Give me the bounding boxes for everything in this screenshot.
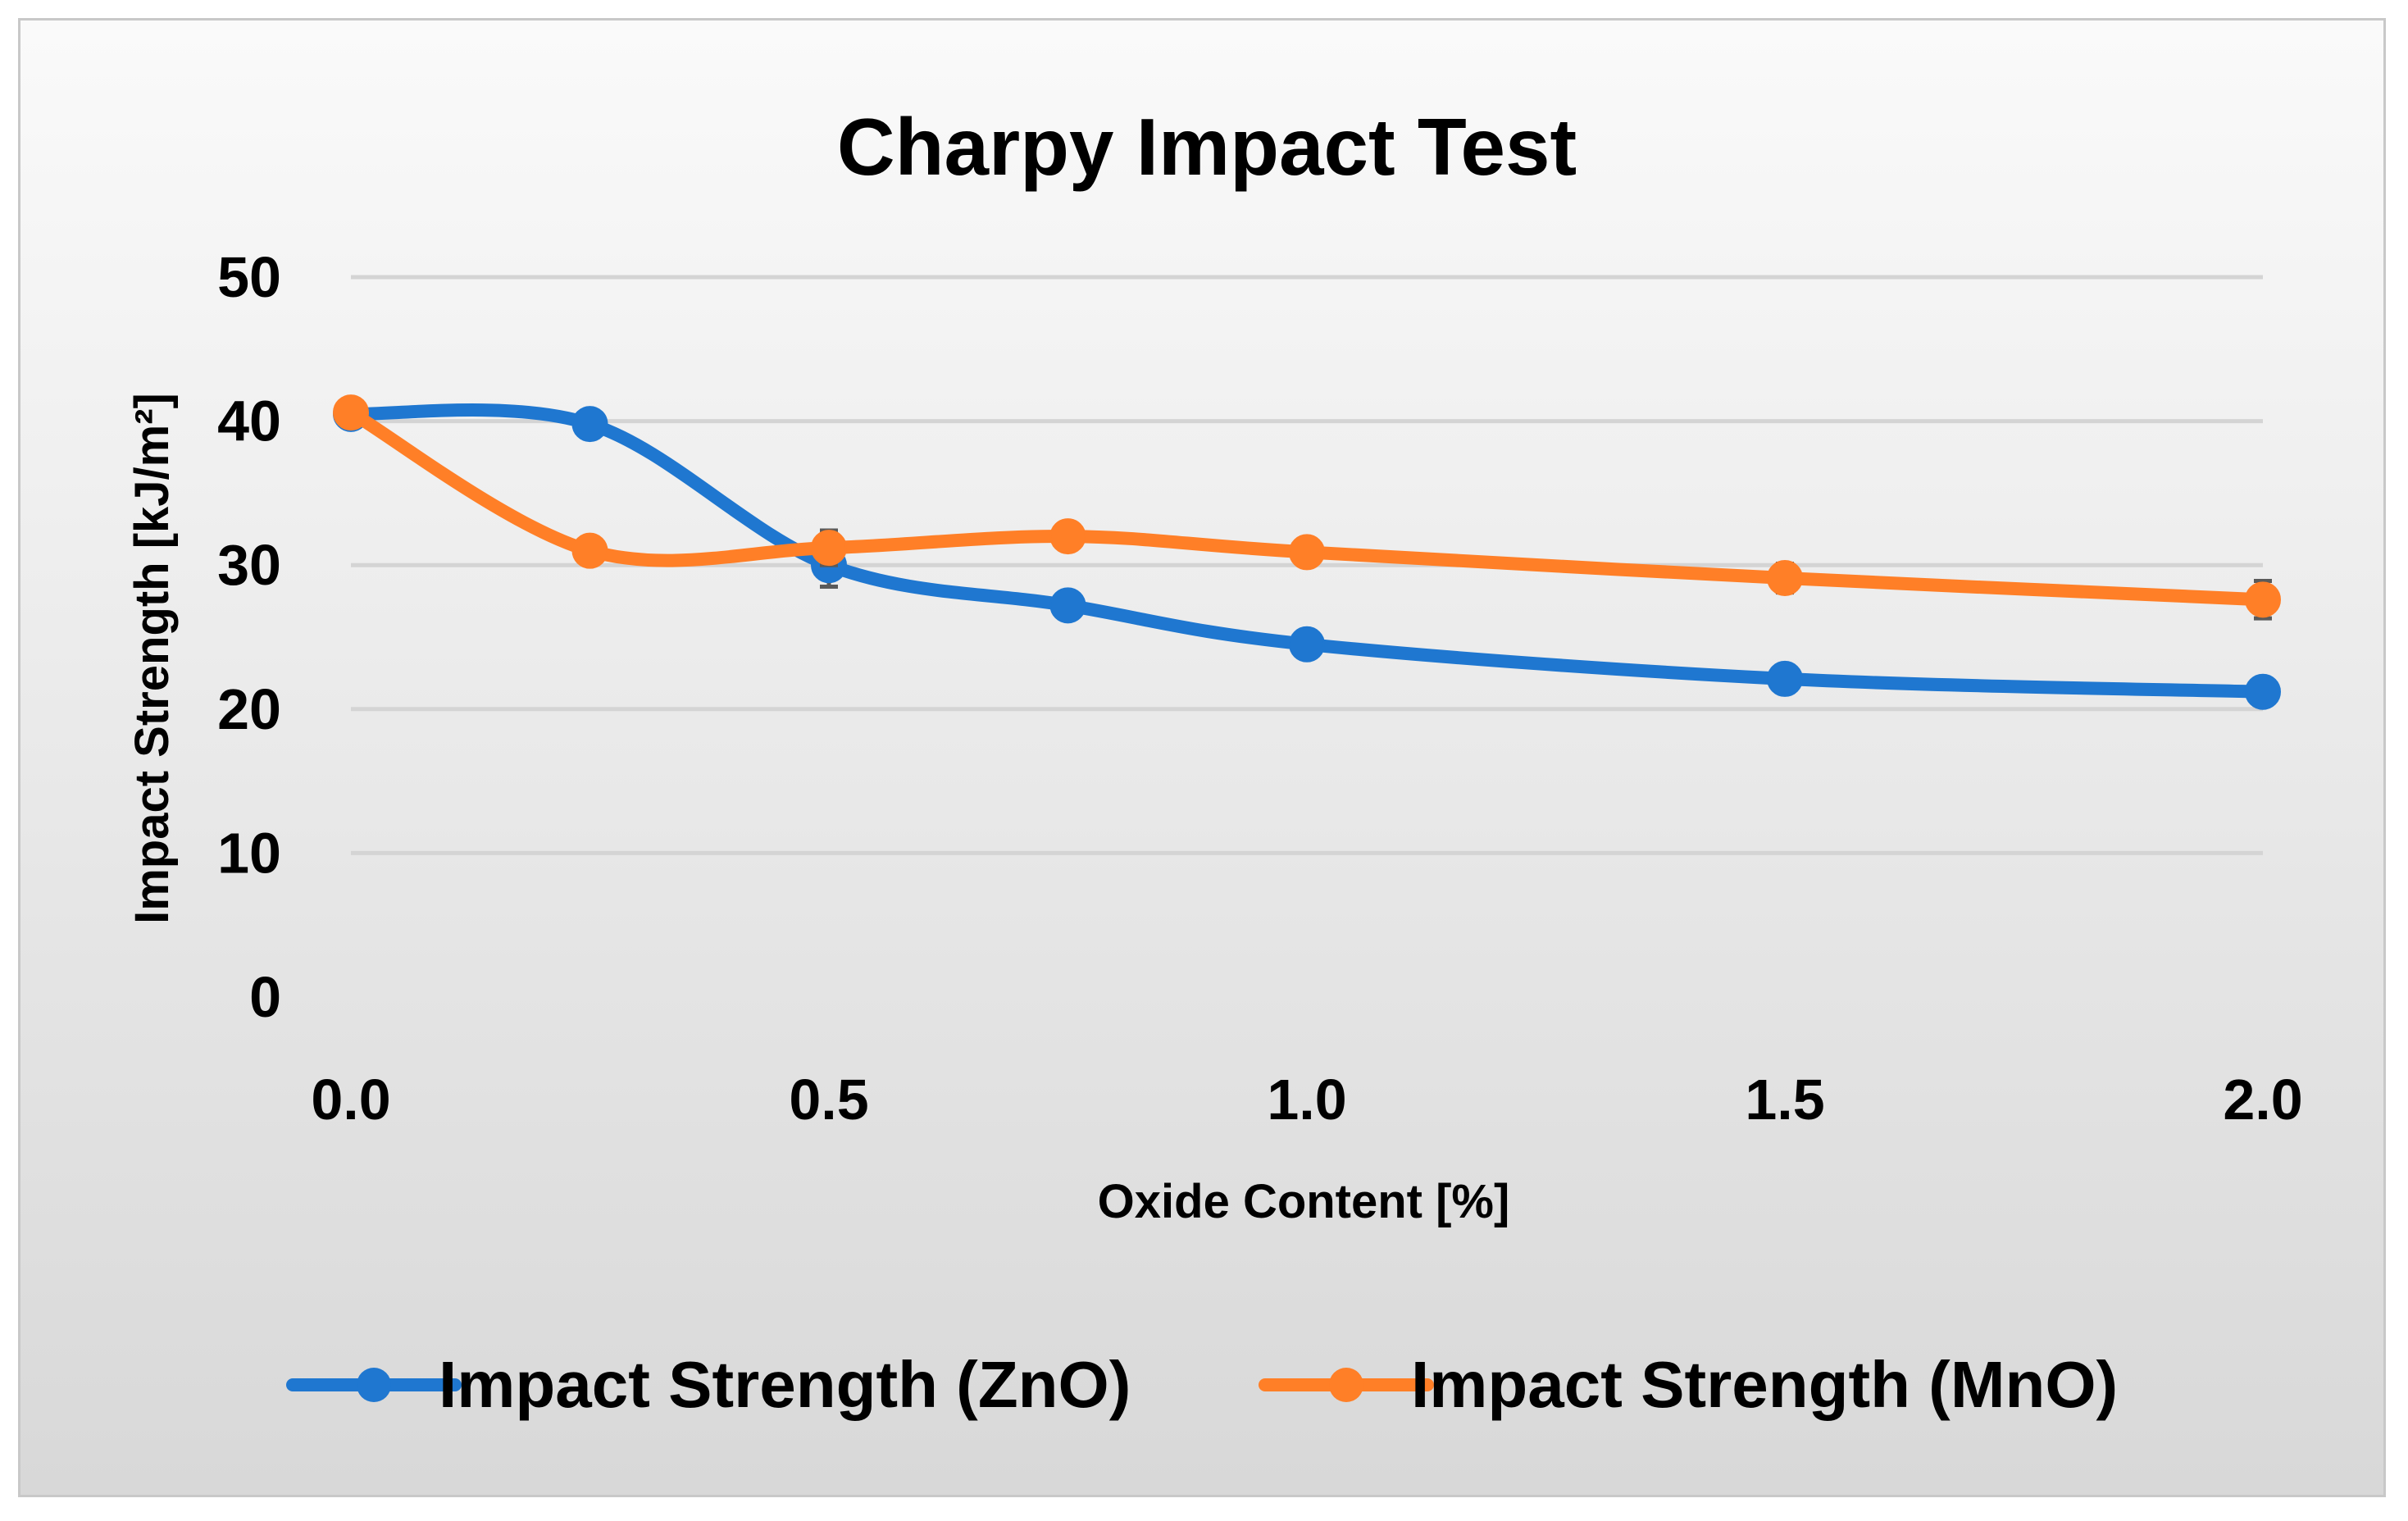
data-point (2245, 581, 2281, 618)
x-axis-label: Oxide Content [%] (1098, 1175, 1510, 1228)
legend-marker (1329, 1368, 1363, 1402)
series-line (344, 403, 2269, 699)
legend-item-mno: Impact Strength (MnO) (1259, 1348, 2118, 1421)
data-point (1767, 560, 1803, 597)
y-axis-label: Impact Strength [kJ/m²] (125, 393, 179, 924)
chart-frame: Charpy Impact Test 0 10 20 30 40 50 0.0 0.5 1.0… (18, 18, 2386, 1497)
x-tick-label: 1.0 (1267, 1068, 1346, 1132)
data-point (1049, 587, 1086, 624)
x-tick-label: 2.0 (2223, 1068, 2302, 1132)
data-point (571, 406, 608, 443)
y-tick-label: 20 (217, 677, 281, 741)
legend-marker (357, 1368, 391, 1402)
data-point (1049, 518, 1086, 555)
data-point (1767, 660, 1803, 697)
y-tick-label: 50 (217, 245, 281, 309)
data-point (1289, 626, 1325, 663)
y-tick-label: 0 (249, 965, 281, 1029)
legend-label: Impact Strength (ZnO) (439, 1348, 1131, 1421)
chart-title: Charpy Impact Test (837, 102, 1577, 192)
x-tick-label: 1.5 (1745, 1068, 1824, 1132)
data-point (1289, 534, 1325, 571)
legend-label: Impact Strength (MnO) (1411, 1348, 2118, 1421)
x-tick-label: 0.5 (789, 1068, 868, 1132)
series-mno (333, 394, 2281, 621)
legend: Impact Strength (ZnO) Impact Strength (Mn… (286, 1348, 2118, 1421)
y-tick-label: 40 (217, 389, 281, 453)
data-point (811, 530, 847, 567)
plot-area (333, 394, 2281, 710)
data-point (333, 394, 369, 431)
y-axis-ticks: 0 10 20 30 40 50 (217, 245, 281, 1029)
x-axis-ticks: 0.0 0.5 1.0 1.5 2.0 (311, 1068, 2302, 1132)
y-tick-label: 30 (217, 533, 281, 597)
legend-item-zno: Impact Strength (ZnO) (286, 1348, 1131, 1421)
data-point (2245, 673, 2281, 710)
y-tick-label: 10 (217, 821, 281, 885)
x-tick-label: 0.0 (311, 1068, 390, 1132)
data-point (571, 532, 608, 569)
chart-svg: Charpy Impact Test 0 10 20 30 40 50 0.0 0.5 1.0… (125, 102, 2303, 1421)
